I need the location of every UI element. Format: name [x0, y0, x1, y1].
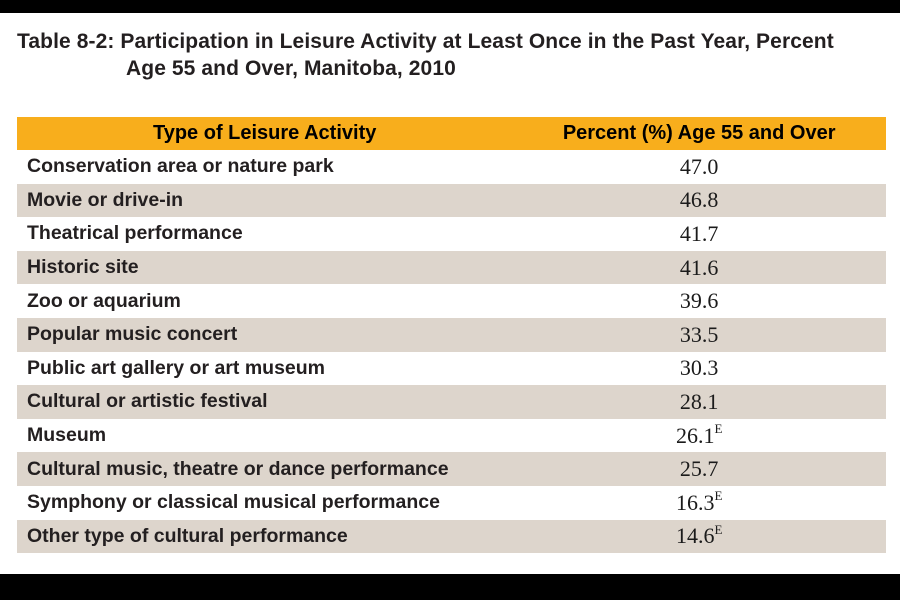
- percent-number: 46.8: [679, 187, 719, 213]
- table-row: Theatrical performance 41.7: [17, 217, 886, 251]
- table-row: Conservation area or nature park 47.0: [17, 150, 886, 184]
- activity-label: Historic site: [27, 256, 139, 279]
- percent-value: 30.3: [512, 352, 886, 386]
- activity-label: Other type of cultural performance: [27, 524, 348, 547]
- table-row: Public art gallery or art museum 30.3: [17, 351, 886, 386]
- activity-label: Movie or drive-in: [27, 188, 184, 211]
- table-title-line1: Table 8-2: Participation in Leisure Acti…: [17, 30, 834, 53]
- percent-value: 41.6: [512, 251, 886, 285]
- table-row: Museum 26.1E: [17, 418, 886, 453]
- table-row: Other type of cultural performance 14.6E: [17, 519, 886, 554]
- percent-number: 14.6: [675, 523, 715, 549]
- table-row: Symphony or classical musical performanc…: [17, 485, 886, 520]
- activity-label: Museum: [27, 424, 107, 447]
- percent-number: 28.1: [679, 388, 719, 414]
- bottom-letterbox-bar: [0, 574, 900, 600]
- estimate-flag: E: [714, 421, 723, 437]
- top-letterbox-bar: [0, 0, 900, 13]
- percent-number: 16.3: [675, 489, 715, 515]
- percent-value: 47.0: [512, 150, 886, 184]
- activity-label: Zoo or aquarium: [27, 289, 181, 312]
- percent-number: 41.7: [679, 220, 719, 246]
- table-row: Zoo or aquarium 39.6: [17, 284, 886, 318]
- activity-label: Public art gallery or art museum: [27, 356, 326, 379]
- percent-value: 41.7: [512, 217, 886, 251]
- percent-value: 14.6E: [512, 520, 886, 554]
- table-row: Movie or drive-in 46.8: [17, 183, 886, 218]
- percent-value: 46.8: [512, 184, 886, 218]
- activity-label: Popular music concert: [27, 323, 238, 346]
- table-row: Cultural music, theatre or dance perform…: [17, 452, 886, 486]
- percent-number: 39.6: [679, 288, 719, 314]
- percent-value: 33.5: [512, 318, 886, 352]
- table-body: Conservation area or nature park 47.0 Mo…: [17, 150, 886, 554]
- percent-value: 25.7: [512, 452, 886, 486]
- percent-value: 16.3E: [512, 486, 886, 520]
- percent-number: 41.6: [679, 254, 719, 280]
- percent-value: 26.1E: [512, 419, 886, 453]
- table-title: Table 8-2: Participation in Leisure Acti…: [17, 28, 883, 82]
- activity-label: Theatrical performance: [27, 222, 243, 245]
- percent-number: 30.3: [679, 355, 719, 381]
- percent-number: 25.7: [679, 456, 719, 482]
- activity-label: Symphony or classical musical performanc…: [27, 491, 440, 514]
- table-row: Historic site 41.6: [17, 250, 886, 285]
- activity-label: Conservation area or nature park: [27, 155, 334, 178]
- column-header-percent: Percent (%) Age 55 and Over: [562, 122, 836, 144]
- percent-value: 28.1: [512, 385, 886, 419]
- activity-label: Cultural or artistic festival: [27, 390, 268, 413]
- estimate-flag: E: [714, 488, 723, 504]
- percent-number: 26.1: [675, 422, 715, 448]
- leisure-activity-table: Type of Leisure Activity Percent (%) Age…: [17, 117, 886, 554]
- table-header-row: Type of Leisure Activity Percent (%) Age…: [17, 117, 886, 150]
- percent-value: 39.6: [512, 284, 886, 318]
- column-header-activity: Type of Leisure Activity: [152, 122, 377, 144]
- table-row: Popular music concert 33.5: [17, 317, 886, 352]
- table-row: Cultural or artistic festival 28.1: [17, 385, 886, 419]
- percent-number: 47.0: [679, 153, 719, 179]
- activity-label: Cultural music, theatre or dance perform…: [27, 457, 449, 480]
- table-title-line2: Age 55 and Over, Manitoba, 2010: [126, 57, 456, 80]
- estimate-flag: E: [714, 522, 723, 537]
- percent-number: 33.5: [679, 321, 719, 347]
